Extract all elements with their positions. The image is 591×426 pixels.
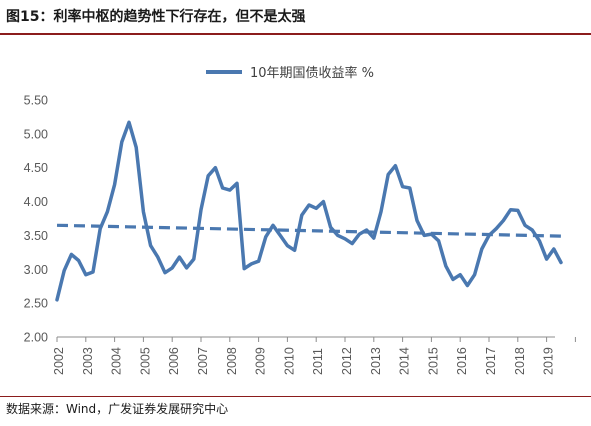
chart: 10年期国债收益率 % 2.00 2.50 3.00 3.50 4.00 4.50 5.00… (24, 65, 576, 375)
legend-label: 10年期国债收益率 % (250, 65, 374, 81)
x-tick-label: 2006 (167, 347, 181, 375)
y-tick-label: 4.50 (24, 161, 48, 175)
x-tick-label: 2012 (340, 347, 354, 375)
y-tick-label: 3.00 (24, 263, 48, 277)
footer-divider (0, 396, 591, 397)
x-tick-label: 2004 (110, 347, 124, 375)
trend-line (56, 223, 562, 238)
source-note: 数据来源：Wind，广发证券发展研究中心 (6, 402, 229, 416)
y-tick-label: 2.00 (24, 331, 48, 345)
title-divider (0, 33, 591, 35)
y-axis: 2.00 2.50 3.00 3.50 4.00 4.50 5.00 5.50 (24, 94, 48, 345)
x-tick-label: 2010 (282, 347, 296, 375)
yield-series-line (55, 120, 563, 302)
x-axis: 2002 2003 2004 2005 2006 2007 2008 2009 2010 2011… (52, 336, 576, 375)
y-tick-label: 2.50 (24, 297, 48, 311)
legend: 10年期国债收益率 % (206, 65, 374, 81)
x-tick-label: 2015 (426, 347, 440, 375)
x-tick-label: 2008 (225, 347, 239, 375)
x-tick-label: 2016 (455, 347, 469, 375)
x-tick-label: 2013 (369, 347, 383, 375)
y-tick-label: 4.00 (24, 195, 48, 209)
title-bar: 图15：利率中枢的趋势性下行存在，但不是太强 (0, 0, 591, 35)
x-tick-label: 2018 (513, 347, 527, 375)
y-tick-label: 5.00 (24, 127, 48, 141)
x-tick-label: 2002 (52, 347, 66, 375)
x-tick-label: 2017 (484, 347, 498, 375)
x-tick-label: 2003 (81, 347, 95, 375)
x-tick-label: 2005 (138, 347, 152, 375)
series-layer (55, 120, 563, 302)
x-tick-label: 2019 (542, 347, 556, 375)
x-tick-label: 2009 (254, 347, 268, 375)
figure-title: 图15：利率中枢的趋势性下行存在，但不是太强 (6, 9, 306, 25)
x-tick-label: 2007 (196, 347, 210, 375)
y-tick-label: 5.50 (24, 94, 48, 108)
y-tick-label: 3.50 (24, 229, 48, 243)
x-tick-label: 2014 (398, 347, 412, 375)
x-tick-label: 2011 (311, 348, 325, 375)
